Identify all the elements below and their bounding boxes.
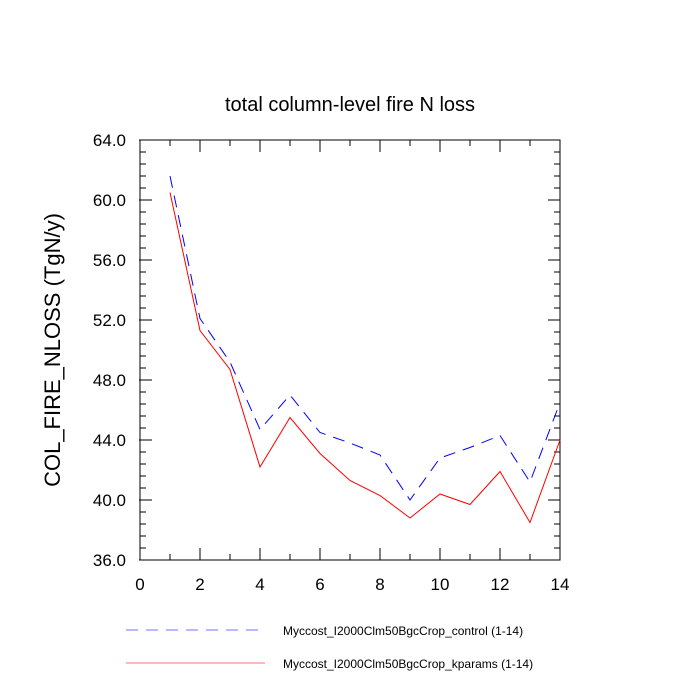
y-tick-label: 36.0	[93, 551, 126, 570]
y-tick-label: 60.0	[93, 191, 126, 210]
x-tick-label: 6	[315, 575, 324, 594]
y-tick-label: 40.0	[93, 491, 126, 510]
y-tick-label: 56.0	[93, 251, 126, 270]
y-tick-label: 64.0	[93, 131, 126, 150]
series-line-0	[169, 175, 561, 501]
x-tick-label: 2	[195, 575, 204, 594]
axis-ticks: 0 2 4 6 8 10 12 14 36.0 40.0 44.0 48.0 52.0 56.0 60.0 6…	[93, 131, 570, 594]
chart-title: total column-level fire N loss	[225, 94, 475, 116]
plot-frame	[139, 139, 561, 561]
x-tick-label: 0	[135, 575, 144, 594]
x-tick-label: 8	[375, 575, 384, 594]
legend: Myccost_I2000Clm50BgcCrop_control (1-14)…	[126, 624, 533, 671]
legend-label-0: Myccost_I2000Clm50BgcCrop_control (1-14)	[283, 624, 523, 638]
x-tick-label: 10	[431, 575, 450, 594]
y-axis-label: COL_FIRE_NLOSS (TgN/y)	[40, 213, 65, 487]
series-lines	[169, 175, 561, 524]
series-line-1	[169, 192, 561, 524]
x-tick-label: 4	[255, 575, 264, 594]
x-tick-label: 14	[551, 575, 570, 594]
legend-label-1: Myccost_I2000Clm50BgcCrop_kparams (1-14)	[283, 657, 533, 671]
y-tick-label: 52.0	[93, 311, 126, 330]
y-tick-label: 44.0	[93, 431, 126, 450]
x-tick-label: 12	[491, 575, 510, 594]
y-tick-label: 48.0	[93, 371, 126, 390]
